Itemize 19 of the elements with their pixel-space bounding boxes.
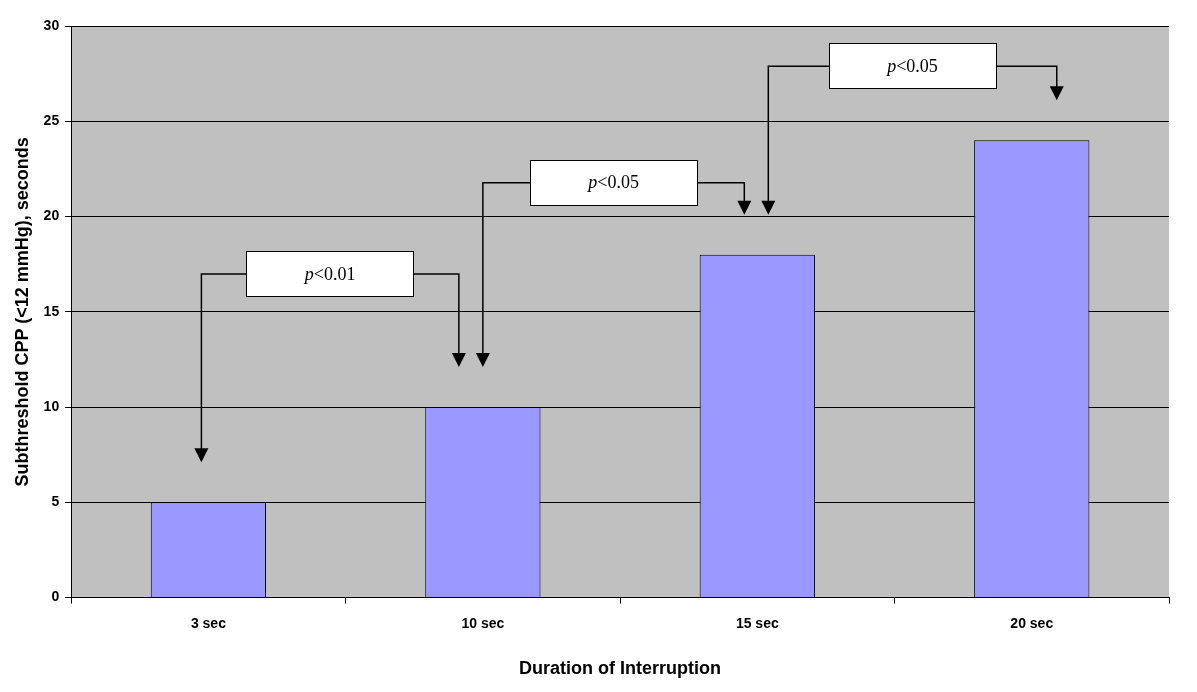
x-tick-label: 15 sec [735, 614, 779, 631]
label-box: p<0.05 [529, 159, 698, 206]
y-tick-label: 0 [51, 588, 60, 605]
annotation: p<0.01 [304, 263, 356, 285]
x-axis-title: Duration of Interruption [519, 658, 722, 679]
y-tick-label: 20 [43, 207, 60, 224]
annotation: p<0.05 [588, 172, 639, 194]
y-tick-label: 15 [43, 302, 60, 319]
y-tick-label: 5 [51, 493, 60, 510]
label-box: p<0.05 [828, 43, 997, 90]
x-tick-label: 3 sec [190, 614, 227, 631]
y-tick-label: 25 [43, 112, 60, 129]
x-tick-label: 20 sec [1010, 614, 1054, 631]
label-box: p<0.01 [246, 251, 415, 298]
annotation: p<0.05 [887, 55, 938, 77]
y-axis-title: Subthreshold CPP (<12 mmHg), seconds [11, 137, 32, 487]
y-tick-label: 10 [43, 397, 60, 414]
x-tick-label: 10 sec [461, 614, 505, 631]
y-tick-label: 30 [43, 16, 60, 33]
